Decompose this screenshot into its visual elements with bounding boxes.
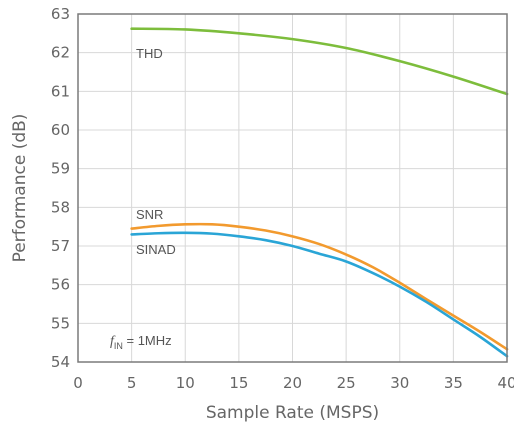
- y-tick-label: 56: [51, 276, 70, 294]
- series-lines: [130, 27, 509, 358]
- y-tick-label: 61: [51, 82, 70, 100]
- series-line-thd: [130, 27, 509, 96]
- x-tick-label: 5: [127, 374, 137, 392]
- series-label-thd: THD: [136, 46, 163, 61]
- x-tick-label: 10: [176, 374, 195, 392]
- series-line-sinad: [130, 231, 509, 358]
- annotations: THD SNR SINAD fIN = 1MHz: [110, 46, 176, 351]
- fin-annotation: fIN = 1MHz: [110, 333, 172, 351]
- x-tick-labels: 0 5 10 15 20 25 30 35 40: [73, 374, 514, 392]
- series-line-snr: [130, 222, 509, 351]
- x-tick-label: 20: [283, 374, 302, 392]
- series-label-snr: SNR: [136, 207, 163, 222]
- x-tick-label: 0: [73, 374, 83, 392]
- y-tick-label: 55: [51, 314, 70, 332]
- y-tick-label: 57: [51, 237, 70, 255]
- y-tick-labels: 54 55 56 57 58 59 60 61 62 63: [51, 5, 70, 371]
- x-tick-label: 25: [337, 374, 356, 392]
- y-tick-label: 58: [51, 198, 70, 216]
- y-tick-label: 63: [51, 5, 70, 23]
- x-tick-label: 35: [444, 374, 463, 392]
- x-tick-label: 40: [497, 374, 514, 392]
- y-axis-title: Performance (dB): [10, 114, 30, 263]
- y-tick-label: 60: [51, 121, 70, 139]
- x-axis-title: Sample Rate (MSPS): [206, 403, 379, 423]
- y-tick-label: 62: [51, 44, 70, 62]
- y-tick-label: 54: [51, 353, 70, 371]
- y-tick-label: 59: [51, 160, 70, 178]
- x-tick-label: 15: [229, 374, 248, 392]
- series-label-sinad: SINAD: [136, 242, 176, 257]
- grid-lines: [78, 14, 507, 362]
- x-tick-label: 30: [390, 374, 409, 392]
- plot-frame: [77, 13, 508, 363]
